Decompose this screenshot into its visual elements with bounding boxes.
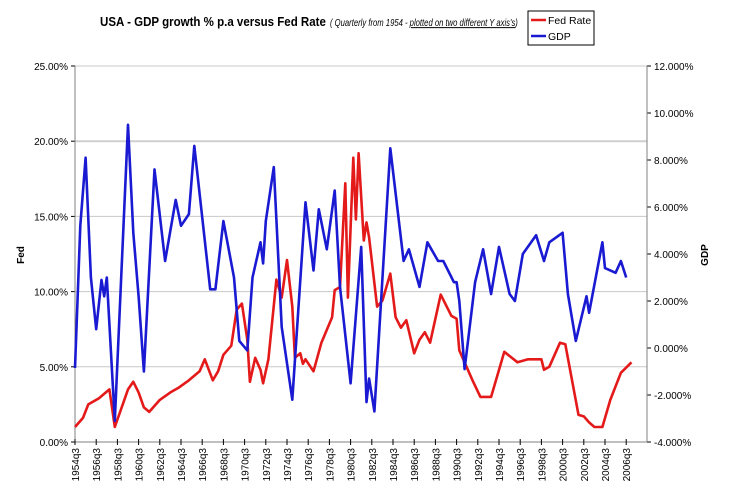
x-tick-label: 2006q3 (622, 448, 633, 482)
y-right-tick-label: 4.000% (654, 250, 688, 261)
x-tick-label: 1998q3 (537, 448, 548, 482)
legend-box (527, 10, 595, 46)
legend: Fed Rate GDP (527, 10, 595, 46)
x-tick-label: 2004q3 (601, 448, 612, 482)
x-tick-label: 1980q3 (347, 448, 358, 482)
y-left-tick-label: 5.00% (40, 363, 68, 374)
x-tick-label: 1986q3 (410, 448, 421, 482)
x-tick-label: 1960q3 (135, 448, 146, 482)
x-tick-label: 1958q3 (113, 448, 124, 482)
x-tick-label: 1964q3 (177, 448, 188, 482)
y-left-tick-label: 10.00% (34, 288, 68, 299)
chart-title: USA - GDP growth % p.a versus Fed Rate (100, 15, 326, 30)
x-tick-label: 1956q3 (92, 448, 103, 482)
y-left-tick-label: 20.00% (34, 137, 68, 148)
x-tick-label: 1990q3 (453, 448, 464, 482)
legend-label-gdp: GDP (548, 31, 571, 43)
x-tick-label: 1992q3 (474, 448, 485, 482)
y-left-tick-label: 25.00% (34, 62, 68, 73)
x-tick-label: 1982q3 (368, 448, 379, 482)
x-tick-label: 1970q3 (241, 448, 252, 482)
x-tick-label: 1954q3 (71, 448, 82, 482)
y-right-tick-label: 10.000% (654, 109, 694, 120)
y-right-tick-label: 0.000% (654, 344, 688, 355)
x-tick-label: 1976q3 (304, 448, 315, 482)
series-line-gdp (73, 123, 628, 423)
x-tick-label: 1974q3 (283, 448, 294, 482)
legend-label-fed-rate: Fed Rate (548, 15, 591, 27)
x-tick-label: 2002q3 (580, 448, 591, 482)
y-right-tick-label: -4.000% (654, 438, 691, 449)
y-right-tick-label: -2.000% (654, 391, 691, 402)
y-right-tick-label: 2.000% (654, 297, 688, 308)
x-tick-label: 1972q3 (262, 448, 273, 482)
x-tick-label: 1994q3 (495, 448, 506, 482)
x-tick-label: 1968q3 (219, 448, 230, 482)
y-axis-right-label: GDP (700, 244, 711, 266)
x-tick-label: 1966q3 (198, 448, 209, 482)
x-tick-label: 1978q3 (325, 448, 336, 482)
y-axis-left-label: Fed (16, 246, 27, 264)
x-tick-label: 1984q3 (389, 448, 400, 482)
x-tick-label: 2000q3 (559, 448, 570, 482)
y-right-tick-label: 12.000% (654, 62, 694, 73)
y-left-tick-label: 15.00% (34, 212, 68, 223)
x-tick-label: 1962q3 (156, 448, 167, 482)
y-left-tick-label: 0.00% (40, 438, 68, 449)
chart-subtitle: ( Quarterly from 1954 - plotted on two d… (330, 17, 518, 28)
x-tick-label: 1996q3 (516, 448, 527, 482)
x-tick-label: 1988q3 (431, 448, 442, 482)
y-right-tick-label: 8.000% (654, 156, 688, 167)
y-right-tick-label: 6.000% (654, 203, 688, 214)
